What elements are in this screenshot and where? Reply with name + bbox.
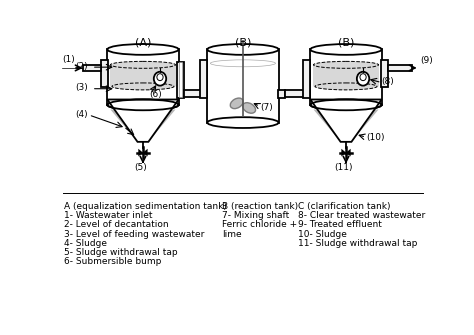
FancyBboxPatch shape xyxy=(110,65,175,86)
Text: (4): (4) xyxy=(75,111,87,119)
Text: (6): (6) xyxy=(149,89,162,98)
Text: (A): (A) xyxy=(135,38,151,48)
Text: (5): (5) xyxy=(134,163,147,173)
Polygon shape xyxy=(341,149,346,156)
Ellipse shape xyxy=(243,103,255,113)
Text: (B): (B) xyxy=(235,38,251,48)
Polygon shape xyxy=(138,149,143,156)
Ellipse shape xyxy=(157,74,163,81)
Text: (1): (1) xyxy=(63,55,75,64)
Text: (9): (9) xyxy=(420,56,433,65)
Ellipse shape xyxy=(154,72,166,86)
Polygon shape xyxy=(107,99,179,142)
Text: 5- Sludge withdrawal tap: 5- Sludge withdrawal tap xyxy=(64,248,178,257)
Ellipse shape xyxy=(360,74,366,81)
Text: 3- Level of feeding wastewater: 3- Level of feeding wastewater xyxy=(64,229,204,239)
Text: 9- Treated effluent: 9- Treated effluent xyxy=(298,220,382,229)
Ellipse shape xyxy=(107,44,179,55)
Text: 4- Sludge: 4- Sludge xyxy=(64,239,107,248)
Text: C (clarification tank): C (clarification tank) xyxy=(298,202,391,211)
Ellipse shape xyxy=(230,98,243,109)
Text: 7- Mixing shaft: 7- Mixing shaft xyxy=(222,211,289,220)
Text: (8): (8) xyxy=(382,77,394,86)
Polygon shape xyxy=(110,110,175,142)
FancyBboxPatch shape xyxy=(184,90,207,97)
FancyBboxPatch shape xyxy=(381,60,388,87)
FancyBboxPatch shape xyxy=(313,65,379,86)
Ellipse shape xyxy=(107,99,179,110)
FancyBboxPatch shape xyxy=(278,90,285,98)
Polygon shape xyxy=(143,149,147,156)
FancyBboxPatch shape xyxy=(207,50,279,123)
FancyBboxPatch shape xyxy=(177,62,184,98)
Text: (11): (11) xyxy=(335,163,353,173)
Text: 8- Clear treated wastewater: 8- Clear treated wastewater xyxy=(298,211,425,220)
Polygon shape xyxy=(313,110,379,142)
Text: (B): (B) xyxy=(338,38,354,48)
Text: B (reaction tank): B (reaction tank) xyxy=(222,202,298,211)
Ellipse shape xyxy=(207,117,279,128)
FancyBboxPatch shape xyxy=(388,65,412,71)
Text: (2): (2) xyxy=(75,62,87,71)
Ellipse shape xyxy=(310,99,382,110)
Text: A (equalization sedimentation tank): A (equalization sedimentation tank) xyxy=(64,202,227,211)
Ellipse shape xyxy=(357,72,369,86)
Polygon shape xyxy=(346,149,351,156)
Ellipse shape xyxy=(313,82,379,90)
Ellipse shape xyxy=(110,61,175,69)
Ellipse shape xyxy=(110,82,175,90)
Text: (3): (3) xyxy=(75,83,88,92)
FancyBboxPatch shape xyxy=(201,60,207,98)
Text: 6- Submersible bump: 6- Submersible bump xyxy=(64,257,161,266)
Text: lime: lime xyxy=(222,229,242,239)
Ellipse shape xyxy=(310,44,382,55)
FancyBboxPatch shape xyxy=(303,60,310,98)
Text: (7): (7) xyxy=(260,104,273,113)
Ellipse shape xyxy=(207,44,279,55)
Text: 10- Sludge: 10- Sludge xyxy=(298,229,347,239)
Text: 1- Wastewater inlet: 1- Wastewater inlet xyxy=(64,211,153,220)
FancyBboxPatch shape xyxy=(179,62,182,97)
FancyBboxPatch shape xyxy=(285,90,310,97)
Text: 2- Level of decantation: 2- Level of decantation xyxy=(64,220,169,229)
Text: Ferric chloride +: Ferric chloride + xyxy=(222,220,297,229)
Polygon shape xyxy=(310,99,382,142)
FancyBboxPatch shape xyxy=(82,65,101,71)
Text: (10): (10) xyxy=(366,133,384,142)
FancyBboxPatch shape xyxy=(101,60,108,87)
Ellipse shape xyxy=(313,61,379,69)
Text: 11- Sludge withdrawal tap: 11- Sludge withdrawal tap xyxy=(298,239,417,248)
